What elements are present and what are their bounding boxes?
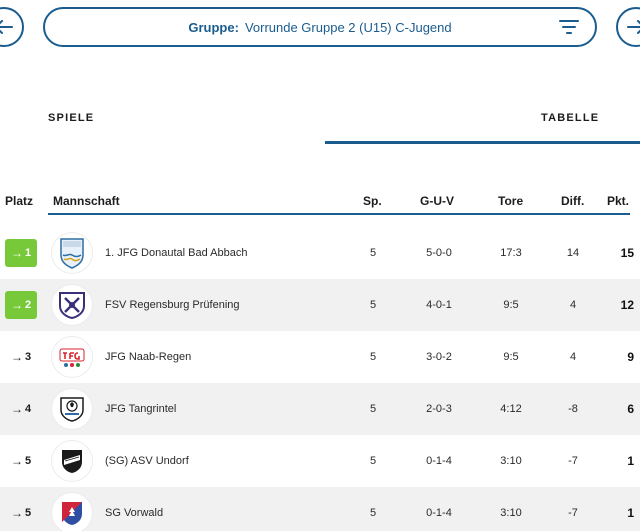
team-name[interactable]: JFG Naab-Regen — [105, 351, 192, 363]
games-played: 5 — [369, 403, 377, 415]
goals: 3:10 — [500, 507, 522, 519]
previous-group-button[interactable] — [0, 7, 24, 47]
rank-number: 5 — [24, 455, 32, 467]
rank-badge: → 5 — [5, 447, 37, 475]
rank-arrow-icon: → — [10, 246, 23, 260]
win-draw-loss: 0-1-4 — [426, 455, 452, 467]
rank-number: 3 — [24, 351, 32, 363]
win-draw-loss: 5-0-0 — [426, 247, 452, 259]
team-name[interactable]: 1. JFG Donautal Bad Abbach — [105, 247, 248, 259]
goal-difference: -7 — [568, 507, 578, 519]
rank-badge: → 3 — [5, 343, 37, 371]
table-row[interactable]: → 5 SG Vorwald 5 0-1-4 3:10 -7 1 — [0, 487, 640, 531]
group-value: Vorrunde Gruppe 2 (U15) C-Jugend — [244, 19, 452, 35]
rank-arrow-icon: → — [10, 350, 23, 364]
table-row[interactable]: → 1 1. JFG Donautal Bad Abbach 5 5-0-0 17… — [0, 227, 640, 279]
rank-arrow-icon: → — [10, 402, 23, 416]
rank-badge: → 4 — [5, 395, 37, 423]
donautal-crest-icon — [52, 233, 92, 273]
vorwald-crest-icon — [52, 493, 92, 531]
games-played: 5 — [369, 455, 377, 467]
rank-number: 1 — [24, 247, 32, 259]
goal-difference: 14 — [566, 247, 580, 259]
goals: 4:12 — [500, 403, 522, 415]
rank-badge: → 1 — [5, 239, 37, 267]
column-mannschaft: Mannschaft — [53, 194, 120, 208]
rank-arrow-icon: → — [10, 454, 23, 468]
arrow-left-icon — [0, 20, 13, 34]
undorf-crest-icon — [52, 441, 92, 481]
filter-icon[interactable] — [559, 19, 579, 35]
games-played: 5 — [369, 299, 377, 311]
points: 12 — [620, 298, 634, 312]
tangrintel-crest-icon — [52, 389, 92, 429]
rank-arrow-icon: → — [10, 298, 23, 312]
team-name[interactable]: FSV Regensburg Prüfening — [105, 299, 240, 311]
points: 1 — [627, 454, 634, 468]
table-row[interactable]: → 3 JFG Naab-Regen 5 3-0-2 9:5 4 9 — [0, 331, 640, 383]
column-sp: Sp. — [363, 194, 382, 208]
points: 6 — [627, 402, 634, 416]
next-group-button[interactable] — [616, 7, 640, 47]
header-divider — [48, 213, 630, 215]
rank-badge: → 5 — [5, 499, 37, 527]
table-row[interactable]: → 4 JFG Tangrintel 5 2-0-3 4:12 -8 6 — [0, 383, 640, 435]
team-name[interactable]: SG Vorwald — [105, 507, 164, 519]
goals: 9:5 — [503, 351, 519, 363]
games-played: 5 — [369, 507, 377, 519]
goal-difference: 4 — [569, 351, 577, 363]
tab-spiele[interactable]: SPIELE — [48, 112, 95, 124]
win-draw-loss: 2-0-3 — [426, 403, 452, 415]
goals: 3:10 — [500, 455, 522, 467]
column-pkt: Pkt. — [607, 194, 630, 208]
group-selector[interactable]: Gruppe: Vorrunde Gruppe 2 (U15) C-Jugend — [43, 7, 597, 47]
win-draw-loss: 0-1-4 — [426, 507, 452, 519]
table-row[interactable]: → 2 FSV Regensburg Prüfening 5 4-0-1 9:5 … — [0, 279, 640, 331]
rank-number: 4 — [24, 403, 32, 415]
pruefening-crest-icon — [52, 285, 92, 325]
goals: 17:3 — [500, 247, 522, 259]
games-played: 5 — [369, 247, 377, 259]
goal-difference: -7 — [568, 455, 578, 467]
rank-badge: → 2 — [5, 291, 37, 319]
table-row[interactable]: → 5 (SG) ASV Undorf 5 0-1-4 3:10 -7 1 — [0, 435, 640, 487]
naab-regen-crest-icon — [52, 337, 92, 377]
team-name[interactable]: (SG) ASV Undorf — [105, 455, 189, 467]
tab-bar: SPIELE TABELLE — [0, 100, 640, 146]
goal-difference: 4 — [569, 299, 577, 311]
games-played: 5 — [369, 351, 377, 363]
active-tab-indicator — [325, 141, 640, 144]
rank-number: 5 — [24, 507, 32, 519]
win-draw-loss: 3-0-2 — [426, 351, 452, 363]
points: 15 — [620, 246, 634, 260]
points: 9 — [627, 350, 634, 364]
column-diff: Diff. — [561, 194, 585, 208]
goals: 9:5 — [503, 299, 519, 311]
group-label: Gruppe: Vorrunde Gruppe 2 (U15) C-Jugend — [188, 20, 451, 35]
rank-number: 2 — [24, 299, 32, 311]
team-name[interactable]: JFG Tangrintel — [105, 403, 177, 415]
win-draw-loss: 4-0-1 — [426, 299, 452, 311]
rank-arrow-icon: → — [10, 506, 23, 520]
arrow-right-icon — [627, 20, 640, 34]
goal-difference: -8 — [568, 403, 578, 415]
group-key: Gruppe: — [188, 19, 239, 35]
column-guv: G-U-V — [420, 194, 454, 208]
column-tore: Tore — [498, 194, 524, 208]
table-header: Platz Mannschaft Sp. G-U-V Tore Diff. Pk… — [0, 190, 640, 216]
points: 1 — [627, 506, 634, 520]
tab-tabelle[interactable]: TABELLE — [541, 112, 600, 124]
column-platz: Platz — [5, 194, 34, 208]
